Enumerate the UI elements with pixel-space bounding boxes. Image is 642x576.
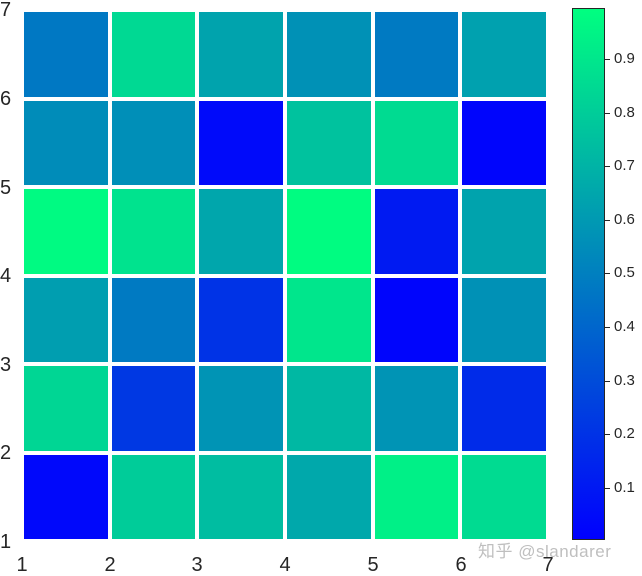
y-tick-label: 3 (0, 354, 12, 376)
colorbar-tick-mark (605, 59, 610, 60)
colorbar-tick-label: 0.8 (614, 104, 635, 121)
heatmap-cell (197, 452, 285, 541)
heatmap-cell (460, 364, 548, 453)
colorbar (572, 8, 605, 540)
y-tick-label: 7 (0, 0, 12, 21)
colorbar-tick-label: 0.7 (614, 157, 635, 174)
heatmap-cell (22, 452, 110, 541)
heatmap-cell (197, 98, 285, 187)
y-tick-label: 4 (0, 265, 12, 287)
heatmap-cell (460, 275, 548, 364)
heatmap-cell (197, 187, 285, 276)
x-tick-label: 3 (191, 554, 203, 576)
colorbar-tick-mark (605, 488, 610, 489)
heatmap-cell (197, 275, 285, 364)
x-tick-label: 2 (104, 554, 116, 576)
colorbar-tick-mark (605, 220, 610, 221)
colorbar-tick-label: 0.2 (614, 425, 635, 442)
heatmap-cell (109, 452, 198, 541)
colorbar-tick-label: 0.5 (614, 264, 635, 281)
heatmap-cell (22, 10, 110, 99)
heatmap-cell (460, 10, 548, 99)
colorbar-tick-mark (605, 273, 610, 274)
y-tick-label: 2 (0, 442, 12, 464)
heatmap-cell (22, 98, 110, 187)
watermark: 知乎 @slandarer (478, 542, 612, 561)
heatmap-cell (372, 364, 461, 453)
heatmap-cell (460, 98, 548, 187)
y-tick-label: 1 (0, 531, 12, 553)
heatmap-cell (285, 275, 373, 364)
heatmap-cell (372, 275, 461, 364)
heatmap-cell (285, 187, 373, 276)
colorbar-tick-label: 0.6 (614, 211, 635, 228)
heatmap-cell (372, 187, 461, 276)
colorbar-tick-label: 0.3 (614, 372, 635, 389)
y-tick-label: 5 (0, 177, 12, 199)
x-tick-label: 7 (542, 554, 554, 576)
heatmap-plot-area (22, 10, 548, 541)
heatmap-cell (22, 187, 110, 276)
heatmap-cell (372, 10, 461, 99)
heatmap-cell (197, 364, 285, 453)
colorbar-tick-mark (605, 166, 610, 167)
heatmap-cell (109, 10, 198, 99)
heatmap-cell (22, 364, 110, 453)
colorbar-tick-mark (605, 434, 610, 435)
heatmap-cell (22, 275, 110, 364)
heatmap-cell (109, 275, 198, 364)
colorbar-tick-mark (605, 113, 610, 114)
heatmap-cell (285, 10, 373, 99)
colorbar-tick-label: 0.4 (614, 318, 635, 335)
colorbar-tick-mark (605, 327, 610, 328)
colorbar-tick-label: 0.1 (614, 479, 635, 496)
heatmap-cell (109, 187, 198, 276)
heatmap-cell (460, 187, 548, 276)
heatmap-cell (285, 452, 373, 541)
heatmap-cell (372, 452, 461, 541)
heatmap-cell (285, 364, 373, 453)
heatmap-cell (460, 452, 548, 541)
x-tick-label: 6 (455, 554, 467, 576)
colorbar-tick-label: 0.9 (614, 50, 635, 67)
heatmap-cell (372, 98, 461, 187)
y-tick-label: 6 (0, 88, 12, 110)
x-tick-label: 1 (16, 554, 28, 576)
heatmap-cell (109, 364, 198, 453)
colorbar-tick-mark (605, 381, 610, 382)
heatmap-cell (109, 98, 198, 187)
x-tick-label: 5 (367, 554, 379, 576)
x-tick-label: 4 (279, 554, 291, 576)
heatmap-cell (285, 98, 373, 187)
heatmap-cell (197, 10, 285, 99)
